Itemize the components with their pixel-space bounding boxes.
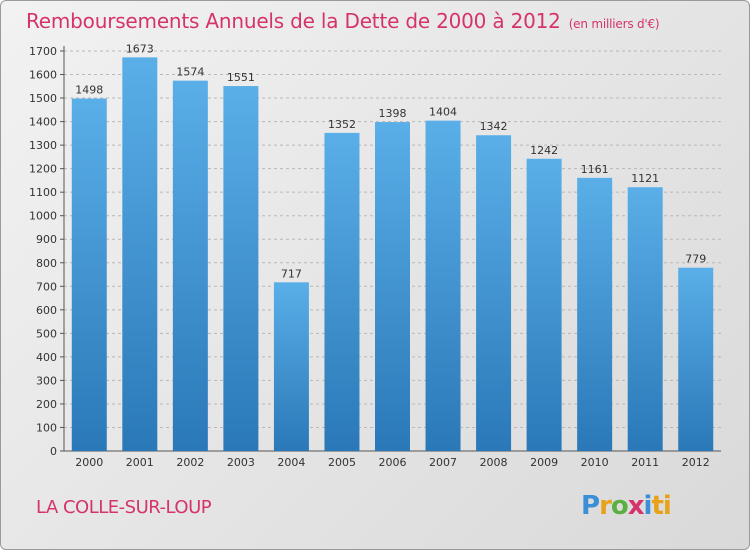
y-tick-label: 1000 [29, 210, 57, 223]
y-tick-label: 1100 [29, 186, 57, 199]
x-tick-label-2007: 2007 [429, 456, 457, 469]
y-tick-label: 500 [36, 327, 57, 340]
value-label-2001: 1673 [126, 42, 154, 55]
bar-2004 [273, 282, 309, 451]
value-label-2005: 1352 [328, 118, 356, 131]
y-tick-label: 0 [50, 445, 57, 458]
value-label-2006: 1398 [379, 107, 407, 120]
y-tick-label: 1400 [29, 116, 57, 129]
value-label-2004: 717 [281, 267, 302, 280]
x-tick-label-2004: 2004 [277, 456, 305, 469]
bar-2001 [122, 57, 158, 452]
y-tick-label: 1200 [29, 163, 57, 176]
bar-2003 [223, 86, 259, 451]
y-tick-label: 300 [36, 374, 57, 387]
chart-title: Remboursements Annuels de la Dette de 20… [26, 9, 660, 33]
x-tick-label-2000: 2000 [75, 456, 103, 469]
bar-2006 [375, 122, 410, 451]
x-tick-label-2009: 2009 [530, 456, 558, 469]
bar-2002 [172, 80, 208, 451]
y-tick-label: 900 [36, 233, 57, 246]
y-tick-label: 600 [36, 304, 57, 317]
x-tick-label-2012: 2012 [682, 456, 710, 469]
y-tick-label: 400 [36, 351, 57, 364]
y-tick-label: 700 [36, 280, 57, 293]
y-tick-label: 100 [36, 421, 57, 434]
x-tick-label-2008: 2008 [480, 456, 508, 469]
value-label-2000: 1498 [75, 84, 103, 97]
value-label-2007: 1404 [429, 106, 457, 119]
y-tick-label: 1300 [29, 139, 57, 152]
x-tick-label-2005: 2005 [328, 456, 356, 469]
bar-2009 [526, 158, 562, 451]
bar-2008 [476, 135, 512, 451]
x-tick-label-2003: 2003 [227, 456, 255, 469]
bar-2010 [577, 177, 613, 451]
y-tick-label: 200 [36, 398, 57, 411]
value-label-2002: 1574 [176, 66, 204, 79]
y-tick-label: 1700 [29, 45, 57, 58]
proxiti-logo: Proxiti [581, 491, 672, 521]
x-tick-label-2010: 2010 [581, 456, 609, 469]
value-label-2010: 1161 [581, 163, 609, 176]
bar-2011 [627, 187, 663, 451]
x-tick-label-2002: 2002 [176, 456, 204, 469]
bar-2000 [71, 98, 107, 451]
value-label-2011: 1121 [631, 172, 659, 185]
bar-2005 [324, 132, 360, 451]
x-tick-label-2006: 2006 [379, 456, 407, 469]
value-label-2012: 779 [685, 253, 706, 266]
x-tick-label-2001: 2001 [126, 456, 154, 469]
unit-label: (en milliers d'€) [568, 17, 660, 31]
value-label-2003: 1551 [227, 71, 255, 84]
bar-2012 [678, 267, 714, 451]
y-tick-label: 1600 [29, 69, 57, 82]
value-label-2008: 1342 [480, 120, 508, 133]
value-label-2009: 1242 [530, 144, 558, 157]
city-name: LA COLLE-SUR-LOUP [36, 497, 212, 518]
y-tick-label: 800 [36, 257, 57, 270]
y-tick-label: 1500 [29, 92, 57, 105]
x-tick-label-2011: 2011 [631, 456, 659, 469]
bar-2007 [425, 120, 461, 451]
